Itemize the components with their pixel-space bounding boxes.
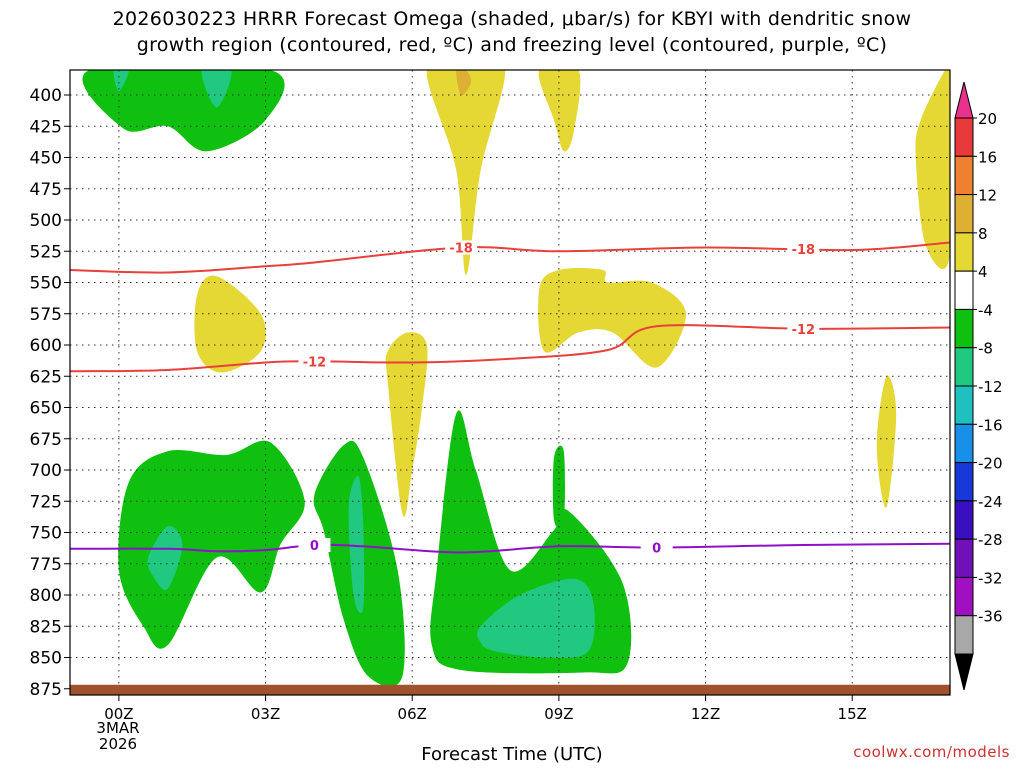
colorbar-box [954, 385, 974, 425]
colorbar-box [954, 194, 974, 234]
colorbar-label: -24 [978, 493, 1003, 511]
colorbar-box [954, 462, 974, 502]
contour-label-bg [787, 321, 820, 336]
omega-region-12 [147, 526, 183, 591]
colorbar: 20 16 12 8 4 -4 -8 -12 -16 -20 -24 -28 -32 -36 [954, 81, 1003, 691]
contour-line-2 [70, 542, 950, 554]
colorbar-label: -28 [978, 531, 1003, 549]
y-tick-label: 800 [30, 586, 62, 606]
y-tick-label: 700 [30, 461, 62, 481]
y-tick-label: 625 [30, 367, 62, 387]
colorbar-top-arrow [954, 81, 974, 119]
contour-label-0-0: -18 [449, 242, 473, 257]
colorbar-box [954, 423, 974, 464]
y-tick-label: 450 [30, 149, 62, 169]
colorbar-box [954, 500, 974, 540]
colorbar-label: -32 [978, 569, 1003, 587]
omega-region-1 [456, 70, 472, 96]
omega-region-11 [118, 440, 305, 649]
y-tick-label: 725 [30, 492, 62, 512]
contour-label-2-0: 0 [310, 539, 319, 554]
x-axis-label: Forecast Time (UTC) [421, 744, 603, 765]
colorbar-box [954, 117, 974, 157]
colorbar-label: -16 [978, 416, 1003, 434]
x-tick-label: 00Z [104, 705, 133, 723]
terrain-band [70, 684, 950, 695]
y-tick-label: 475 [30, 180, 62, 200]
x-tick-label: 15Z [838, 705, 867, 723]
y-tick-label: 575 [30, 305, 62, 325]
colorbar-box [954, 308, 974, 349]
colorbar-label: 20 [978, 110, 997, 128]
colorbar-box [954, 615, 974, 655]
plot-frame [69, 69, 951, 696]
contour-label-bg [787, 242, 820, 257]
y-tick-label: 425 [30, 117, 62, 137]
omega-region-7 [915, 70, 950, 270]
omega-region-9 [113, 70, 129, 92]
y-tick-label: 825 [30, 617, 62, 637]
start-date-year: 2026 [98, 735, 138, 753]
contour-label-bg [640, 540, 673, 555]
omega-region-14 [348, 475, 365, 614]
contour-label-1-0: -12 [303, 355, 327, 370]
colorbar-label: -8 [978, 340, 993, 358]
omega-region-16 [477, 578, 595, 658]
colorbar-bottom-arrow [954, 653, 974, 691]
omega-region-2 [538, 70, 581, 152]
contour-line-1 [70, 324, 950, 373]
x-tick-label: 03Z [251, 705, 280, 723]
contour-label-bg [445, 240, 478, 255]
y-tick-label: 875 [30, 680, 62, 700]
plot-area: -18 -18 -12 -12 0 0 [70, 70, 950, 695]
omega-region-3 [194, 275, 266, 373]
colorbar-box [954, 538, 974, 578]
omega-region-17 [552, 445, 565, 529]
title-line-2: growth region (contoured, red, ºC) and f… [136, 34, 888, 56]
colorbar-label: 16 [978, 148, 997, 166]
chart-title: 2026030223 HRRR Forecast Omega (shaded, … [0, 6, 1024, 58]
colorbar-label: -36 [978, 608, 1003, 626]
contour-label-1-1: -12 [792, 323, 816, 338]
credit-link[interactable]: coolwx.com/models [853, 743, 1010, 761]
omega-region-10 [201, 70, 232, 108]
colorbar-label: 4 [978, 263, 988, 281]
omega-region-5 [538, 268, 687, 368]
colorbar-box [954, 576, 974, 617]
y-tick-label: 850 [30, 649, 62, 669]
y-tick-label: 500 [30, 211, 62, 231]
y-tick-label: 525 [30, 242, 62, 262]
omega-region-8 [82, 70, 285, 152]
x-tick-label: 06Z [398, 705, 427, 723]
y-tick-label: 400 [30, 86, 62, 106]
colorbar-box [954, 270, 974, 310]
y-tick-label: 750 [30, 524, 62, 544]
omega-region-0 [426, 70, 506, 275]
colorbar-label: -12 [978, 378, 1003, 396]
contour-label-2-1: 0 [652, 542, 661, 557]
start-date-label: 3MAR 2026 [90, 720, 146, 752]
colorbar-label: 12 [978, 187, 997, 205]
omega-region-4 [385, 332, 428, 517]
y-tick-label: 650 [30, 399, 62, 419]
colorbar-box [954, 347, 974, 387]
contour-label-0-1: -18 [792, 243, 816, 258]
y-tick-label: 775 [30, 555, 62, 575]
x-tick-label: 12Z [691, 705, 720, 723]
y-tick-label: 550 [30, 274, 62, 294]
contour-label-bg [298, 354, 331, 369]
y-tick-label: 600 [30, 336, 62, 356]
y-tick-label: 675 [30, 430, 62, 450]
colorbar-label: -20 [978, 455, 1003, 473]
colorbar-box [954, 155, 974, 196]
colorbar-box [954, 232, 974, 272]
omega-region-6 [876, 375, 897, 508]
title-line-1: 2026030223 HRRR Forecast Omega (shaded, … [112, 8, 912, 30]
colorbar-label: 8 [978, 225, 988, 243]
colorbar-label: -4 [978, 301, 993, 319]
x-tick-label: 09Z [544, 705, 573, 723]
contour-label-bg [298, 538, 331, 552]
start-date-day: 3MAR [96, 719, 140, 737]
